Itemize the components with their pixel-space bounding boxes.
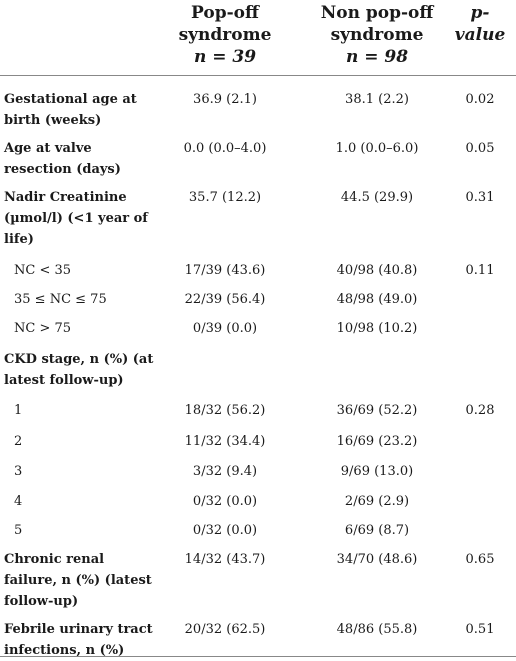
row-value-popoff: 20/32 (62.5) (184, 622, 266, 637)
row-label: NC > 75 (14, 321, 72, 336)
row-pvalue: 0.31 (465, 190, 495, 205)
row-value-nonpopoff: 6/69 (8.7) (344, 523, 410, 538)
header-rule (0, 75, 516, 76)
row-value-nonpopoff: 2/69 (2.9) (344, 494, 410, 509)
row-value-nonpopoff: 48/86 (55.8) (336, 622, 418, 637)
row-value-nonpopoff: 16/69 (23.2) (336, 434, 418, 449)
row-value-popoff: 0.0 (0.0–4.0) (183, 141, 267, 156)
row-label: 1 (14, 403, 23, 418)
header-col1-line2: syndrome (178, 25, 272, 45)
header-pvalue: p-value (454, 3, 506, 45)
header-col2-n: n = 98 (345, 47, 409, 67)
row-label: Nadir Creatinine (µmol/l) (<1 year of li… (4, 190, 148, 247)
header-col2-line1: Non pop-off (320, 3, 434, 23)
row-pvalue: 0.11 (465, 263, 495, 278)
header-col1-line1: Pop-off (191, 3, 259, 23)
row-value-popoff: 36.9 (2.1) (193, 92, 257, 107)
row-value-nonpopoff: 1.0 (0.0–6.0) (335, 141, 419, 156)
row-value-popoff: 35.7 (12.2) (188, 190, 262, 205)
row-value-nonpopoff: 44.5 (29.9) (340, 190, 414, 205)
row-value-popoff: 18/32 (56.2) (184, 403, 266, 418)
row-pvalue: 0.28 (465, 403, 495, 418)
row-value-popoff: 3/32 (9.4) (192, 464, 258, 479)
header-col3: p-value (448, 2, 512, 46)
row-label: Age at valve resection (days) (4, 141, 121, 177)
row-value-nonpopoff: 10/98 (10.2) (336, 321, 418, 336)
row-label: Chronic renal failure, n (%) (latest fol… (4, 552, 152, 609)
row-label: 4 (14, 494, 23, 509)
header-col2: Non pop-off syndrome n = 98 (307, 2, 447, 68)
header-col2-line2: syndrome (330, 25, 424, 45)
row-label: CKD stage, n (%) (at latest follow-up) (4, 352, 154, 388)
row-pvalue: 0.65 (465, 552, 495, 567)
row-value-popoff: 0/39 (0.0) (192, 321, 258, 336)
row-value-popoff: 17/39 (43.6) (184, 263, 266, 278)
row-label: 3 (14, 464, 23, 479)
row-pvalue: 0.51 (465, 622, 495, 637)
row-value-popoff: 22/39 (56.4) (184, 292, 266, 307)
row-pvalue: 0.05 (465, 141, 495, 156)
row-value-nonpopoff: 38.1 (2.2) (345, 92, 409, 107)
header-col1: Pop-off syndrome n = 39 (165, 2, 285, 68)
row-value-popoff: 11/32 (34.4) (184, 434, 266, 449)
row-pvalue: 0.02 (465, 92, 495, 107)
table-header: Pop-off syndrome n = 39 Non pop-off synd… (0, 2, 516, 74)
row-value-nonpopoff: 36/69 (52.2) (336, 403, 418, 418)
row-label: NC < 35 (14, 263, 72, 278)
row-value-nonpopoff: 34/70 (48.6) (336, 552, 418, 567)
row-value-nonpopoff: 9/69 (13.0) (340, 464, 414, 479)
row-label: Gestational age at birth (weeks) (4, 92, 137, 128)
row-value-nonpopoff: 48/98 (49.0) (336, 292, 418, 307)
header-col1-n: n = 39 (193, 47, 257, 67)
row-label: Febrile urinary tract infections, n (%) (4, 622, 153, 658)
row-value-popoff: 14/32 (43.7) (184, 552, 266, 567)
row-value-nonpopoff: 40/98 (40.8) (336, 263, 418, 278)
row-label: 35 ≤ NC ≤ 75 (14, 292, 107, 307)
row-label: 2 (14, 434, 23, 449)
row-value-popoff: 0/32 (0.0) (192, 494, 258, 509)
row-label: 5 (14, 523, 23, 538)
row-value-popoff: 0/32 (0.0) (192, 523, 258, 538)
